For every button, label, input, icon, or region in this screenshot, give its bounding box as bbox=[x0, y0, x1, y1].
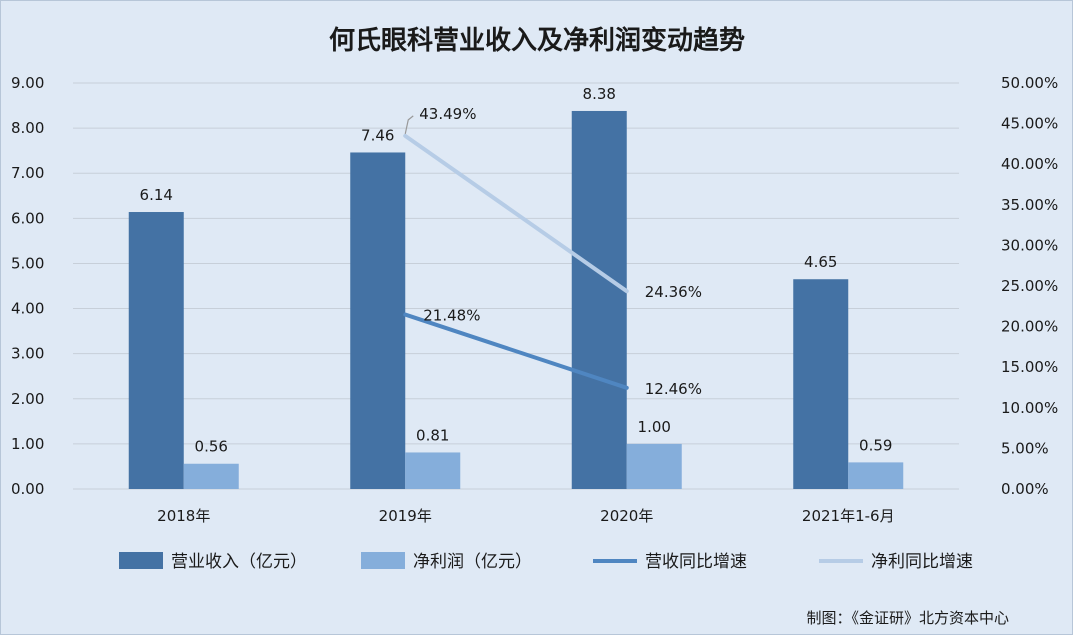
line-series bbox=[403, 312, 629, 390]
left-tick-label: 9.00 bbox=[11, 74, 44, 92]
legend-label: 净利润（亿元） bbox=[413, 552, 532, 572]
right-axis-ticks: 0.00% 5.00% 10.00% 15.00% 20.00% 25.00% 30.00%… bbox=[1001, 74, 1058, 498]
bar-value-label: 0.81 bbox=[416, 426, 449, 444]
lines bbox=[403, 133, 629, 390]
category-label: 2021年1-6月 bbox=[802, 507, 895, 525]
line-series bbox=[403, 133, 629, 294]
right-tick-label: 50.00% bbox=[1001, 74, 1058, 92]
chart-title: 何氏眼科营业收入及净利润变动趋势 bbox=[329, 25, 745, 56]
bar bbox=[405, 452, 461, 489]
right-tick-label: 0.00% bbox=[1001, 480, 1049, 498]
bar bbox=[128, 212, 184, 490]
legend-swatch bbox=[119, 552, 163, 569]
bar bbox=[183, 463, 239, 489]
bar-value-label: 6.14 bbox=[140, 186, 173, 204]
right-tick-label: 30.00% bbox=[1001, 236, 1058, 254]
bar bbox=[571, 110, 627, 490]
bar-value-label: 4.65 bbox=[804, 253, 837, 271]
left-axis-ticks: 0.00 1.00 2.00 3.00 4.00 5.00 6.00 7.00 8.00 9.00 bbox=[11, 74, 44, 498]
data-labels: 6.14 7.46 8.38 4.65 0.56 0.81 1.00 0.59 21.48% 12… bbox=[140, 85, 893, 456]
bar-value-label: 0.56 bbox=[195, 438, 228, 456]
bar-value-label: 7.46 bbox=[361, 126, 394, 144]
right-tick-label: 5.00% bbox=[1001, 439, 1049, 457]
left-tick-label: 5.00 bbox=[11, 254, 44, 272]
legend: 营业收入（亿元） 净利润（亿元） 营收同比增速 净利同比增速 bbox=[119, 552, 973, 572]
left-tick-label: 8.00 bbox=[11, 119, 44, 137]
left-tick-label: 0.00 bbox=[11, 480, 44, 498]
bar-value-label: 1.00 bbox=[638, 418, 671, 436]
line-value-label: 24.36% bbox=[645, 283, 702, 301]
category-label: 2020年 bbox=[600, 507, 653, 525]
bar bbox=[350, 152, 406, 489]
right-tick-label: 45.00% bbox=[1001, 115, 1058, 133]
category-label: 2019年 bbox=[379, 507, 432, 525]
footnote: 制图：《金证研》北方资本中心 bbox=[806, 609, 1009, 627]
leader-line bbox=[404, 115, 414, 134]
bar-value-label: 8.38 bbox=[583, 85, 616, 103]
left-tick-label: 3.00 bbox=[11, 345, 44, 363]
bar bbox=[626, 443, 682, 489]
right-tick-label: 10.00% bbox=[1001, 399, 1058, 417]
right-tick-label: 20.00% bbox=[1001, 318, 1058, 336]
legend-label: 营收同比增速 bbox=[645, 552, 747, 572]
bar bbox=[793, 279, 849, 489]
left-tick-label: 7.00 bbox=[11, 164, 44, 182]
line-value-label: 12.46% bbox=[645, 380, 702, 398]
category-labels: 2018年 2019年 2020年 2021年1-6月 bbox=[157, 507, 894, 525]
legend-label: 净利同比增速 bbox=[871, 552, 973, 572]
line-value-label: 21.48% bbox=[423, 307, 480, 325]
right-tick-label: 40.00% bbox=[1001, 155, 1058, 173]
gridlines bbox=[73, 82, 959, 490]
bars bbox=[128, 110, 904, 490]
bar-value-label: 0.59 bbox=[859, 436, 892, 454]
bar bbox=[848, 462, 904, 489]
right-tick-label: 25.00% bbox=[1001, 277, 1058, 295]
legend-swatch bbox=[361, 552, 405, 569]
right-tick-label: 35.00% bbox=[1001, 196, 1058, 214]
legend-label: 营业收入（亿元） bbox=[171, 552, 307, 572]
line-value-label: 43.49% bbox=[419, 105, 476, 123]
right-tick-label: 15.00% bbox=[1001, 358, 1058, 376]
left-tick-label: 4.00 bbox=[11, 300, 44, 318]
left-tick-label: 6.00 bbox=[11, 209, 44, 227]
left-tick-label: 2.00 bbox=[11, 390, 44, 408]
left-tick-label: 1.00 bbox=[11, 435, 44, 453]
category-label: 2018年 bbox=[157, 507, 210, 525]
